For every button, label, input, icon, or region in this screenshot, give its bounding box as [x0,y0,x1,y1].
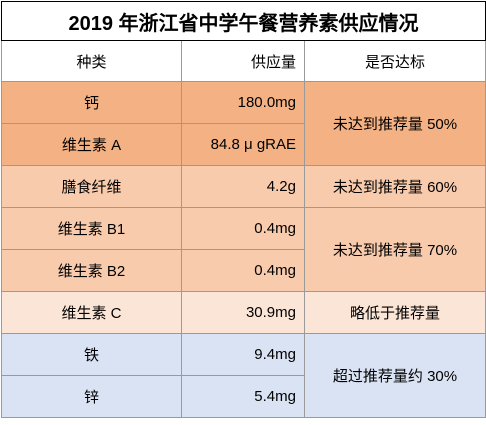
table-row: 锌 5.4mg [1,375,486,418]
header-meets-standard: 是否达标 [303,40,486,82]
row-amount: 0.4mg [181,249,305,292]
table-row: 膳食纤维 4.2g 未达到推荐量 60% [1,165,486,208]
table-row: 钙 180.0mg 未达到推荐量 50% [1,81,486,166]
row-name: 钙 [1,81,182,124]
row-amount: 84.8 μ gRAE [181,123,305,166]
row-amount: 9.4mg [181,333,305,376]
header-amount: 供应量 [181,40,305,82]
table-row: 维生素 C 30.9mg 略低于推荐量 [1,291,486,334]
row-name: 锌 [1,375,182,418]
row-name: 铁 [1,333,182,376]
row-name: 维生素 B2 [1,249,182,292]
row-amount: 0.4mg [181,207,305,250]
row-amount: 5.4mg [181,375,305,418]
row-name: 维生素 A [1,123,182,166]
row-amount: 4.2g [181,165,305,208]
row-status: 略低于推荐量 [303,291,486,334]
row-amount: 30.9mg [181,291,305,334]
row-status: 未达到推荐量 50% [303,81,486,166]
table-row: 维生素 A 84.8 μ gRAE [1,123,486,166]
header-row: 种类 供应量 是否达标 [1,40,486,82]
table-row: 铁 9.4mg 超过推荐量约 30% [1,333,486,418]
header-category: 种类 [1,40,182,82]
row-status: 未达到推荐量 60% [303,165,486,208]
row-status: 未达到推荐量 70% [303,207,486,292]
row-name: 膳食纤维 [1,165,182,208]
row-name: 维生素 C [1,291,182,334]
row-status: 超过推荐量约 30% [303,333,486,418]
table-row: 维生素 B1 0.4mg 未达到推荐量 70% [1,207,486,292]
table-title: 2019 年浙江省中学午餐营养素供应情况 [0,1,486,41]
row-name: 维生素 B1 [1,207,182,250]
row-amount: 180.0mg [181,81,305,124]
